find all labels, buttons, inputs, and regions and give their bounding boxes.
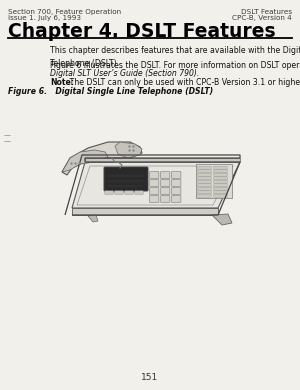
FancyBboxPatch shape [214,173,227,176]
Text: Chapter 4. DSLT Features: Chapter 4. DSLT Features [8,22,276,41]
Text: —: — [4,132,11,138]
FancyBboxPatch shape [172,196,181,202]
FancyBboxPatch shape [198,194,211,197]
FancyBboxPatch shape [214,177,227,180]
Text: Issue 1. July 6, 1993: Issue 1. July 6, 1993 [8,15,81,21]
Polygon shape [72,162,240,208]
Polygon shape [62,150,108,172]
Text: DSLT Features: DSLT Features [241,9,292,15]
Text: Note:: Note: [50,78,74,87]
FancyBboxPatch shape [214,184,227,187]
Polygon shape [115,142,142,158]
Text: Digital SLT User’s Guide (Section 790).: Digital SLT User’s Guide (Section 790). [50,69,200,78]
Polygon shape [72,208,218,215]
FancyBboxPatch shape [135,191,143,194]
FancyBboxPatch shape [198,187,211,190]
FancyBboxPatch shape [198,191,211,194]
FancyBboxPatch shape [105,191,113,194]
FancyBboxPatch shape [150,188,159,194]
FancyBboxPatch shape [214,191,227,194]
FancyBboxPatch shape [115,191,123,194]
Text: —: — [4,138,11,144]
FancyBboxPatch shape [172,180,181,186]
FancyBboxPatch shape [125,191,133,194]
FancyBboxPatch shape [198,170,211,173]
Text: 151: 151 [141,373,159,382]
Text: Section 700, Feature Operation: Section 700, Feature Operation [8,9,121,15]
FancyBboxPatch shape [214,166,227,169]
FancyBboxPatch shape [160,172,170,178]
FancyBboxPatch shape [214,180,227,183]
FancyBboxPatch shape [150,196,159,202]
FancyBboxPatch shape [150,180,159,186]
Polygon shape [62,142,142,175]
Text: Figure 6 illustrates the DSLT. For more information on DSLT operation, see the: Figure 6 illustrates the DSLT. For more … [50,61,300,70]
FancyBboxPatch shape [198,177,211,180]
FancyBboxPatch shape [198,184,211,187]
FancyBboxPatch shape [214,194,227,197]
Text: This chapter describes features that are available with the Digital Single Line
: This chapter describes features that are… [50,46,300,68]
FancyBboxPatch shape [172,172,181,178]
Polygon shape [196,164,232,198]
Text: The DSLT can only be used with CPC-B Version 3.1 or higher.: The DSLT can only be used with CPC-B Ver… [67,78,300,87]
Text: CPC-B, Version 4: CPC-B, Version 4 [232,15,292,21]
FancyBboxPatch shape [214,187,227,190]
FancyBboxPatch shape [150,172,159,178]
Polygon shape [88,215,98,222]
FancyBboxPatch shape [104,167,148,191]
FancyBboxPatch shape [160,196,170,202]
Text: Figure 6.   Digital Single Line Telephone (DSLT): Figure 6. Digital Single Line Telephone … [8,87,213,96]
FancyBboxPatch shape [160,188,170,194]
FancyBboxPatch shape [160,180,170,186]
FancyBboxPatch shape [172,188,181,194]
FancyBboxPatch shape [198,180,211,183]
FancyBboxPatch shape [198,166,211,169]
Polygon shape [85,158,240,162]
Polygon shape [212,214,232,225]
FancyBboxPatch shape [214,170,227,173]
FancyBboxPatch shape [198,173,211,176]
